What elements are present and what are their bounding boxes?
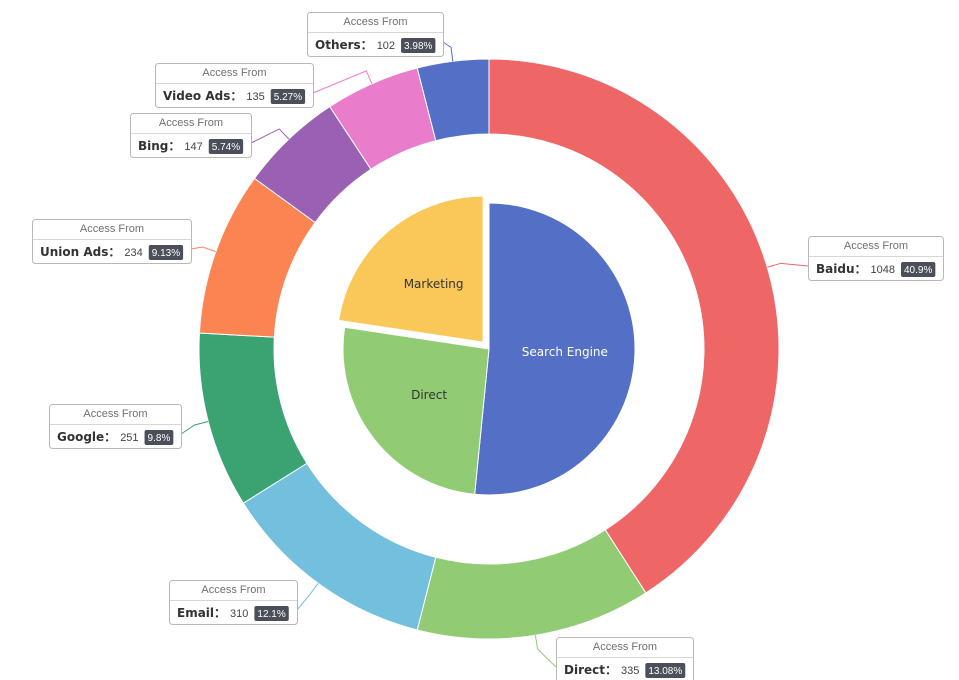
label-title: Access From: [593, 641, 657, 653]
label-percent: 5.27%: [274, 92, 302, 103]
label-lines: [180, 41, 809, 668]
outer-slice-direct[interactable]: [416, 529, 647, 640]
leader-line-google: [180, 420, 209, 435]
label-percent: 9.13%: [152, 248, 180, 259]
label-title: Access From: [159, 117, 223, 129]
label-direct: Access From Direct： 335 13.08%: [556, 637, 694, 680]
inner-label-direct: Direct: [411, 388, 447, 402]
inner-slice-direct[interactable]: [342, 326, 490, 495]
label-name: Video Ads：: [163, 89, 242, 103]
label-name: Union Ads：: [40, 245, 120, 259]
label-title: Access From: [844, 240, 908, 252]
label-title: Access From: [80, 223, 144, 235]
label-name: Google：: [57, 430, 116, 444]
label-value: 147: [184, 141, 202, 153]
outer-slice-others[interactable]: [416, 58, 490, 142]
outer-labels: Access From Baidu： 1048 40.9% Access From Dir…: [32, 12, 944, 680]
label-percent: 40.9%: [904, 265, 932, 276]
label-percent: 13.08%: [648, 666, 682, 677]
label-video-ads: Access From Video Ads： 135 5.27%: [155, 63, 314, 108]
label-percent-badge: [401, 38, 436, 53]
label-percent-badge: [254, 606, 289, 621]
label-title: Access From: [83, 408, 147, 420]
inner-pie: Search Engine Direct Marketing: [338, 195, 636, 496]
leader-line-direct: [534, 635, 557, 668]
label-name: Baidu：: [816, 262, 867, 276]
outer-ring: [198, 58, 780, 640]
leader-line-email: [296, 582, 319, 611]
label-percent-badge: [900, 262, 936, 277]
leader-line-union-ads: [190, 246, 216, 253]
label-percent: 9.8%: [148, 433, 171, 444]
inner-label-search-engine: Search Engine: [522, 345, 608, 359]
label-percent-badge: [270, 89, 306, 104]
label-percent: 3.98%: [404, 41, 432, 52]
label-title: Access From: [201, 584, 265, 596]
label-percent-badge: [148, 245, 184, 260]
label-value: 1048: [871, 264, 895, 276]
label-value: 234: [124, 247, 142, 259]
label-baidu: Access From Baidu： 1048 40.9%: [808, 236, 944, 281]
label-percent-badge: [144, 430, 174, 445]
label-union-ads: Access From Union Ads： 234 9.13%: [32, 219, 192, 264]
label-percent-badge: [208, 139, 244, 154]
label-title: Access From: [343, 16, 407, 28]
label-name: Email：: [177, 606, 226, 620]
label-bing: Access From Bing： 147 5.74%: [130, 113, 252, 158]
outer-slice-baidu[interactable]: [488, 58, 780, 594]
label-value: 135: [246, 91, 264, 103]
inner-slice-marketing[interactable]: [338, 195, 484, 343]
label-name: Others：: [315, 38, 373, 52]
leader-line-others: [442, 41, 454, 62]
label-email: Access From Email： 310 12.1%: [169, 580, 298, 625]
inner-slice-search-engine[interactable]: [474, 202, 636, 496]
label-percent: 12.1%: [257, 609, 285, 620]
label-value: 310: [230, 608, 248, 620]
label-name: Direct：: [564, 663, 617, 677]
label-percent-badge: [645, 663, 686, 678]
label-name: Bing：: [138, 139, 180, 153]
label-percent: 5.74%: [212, 142, 240, 153]
label-value: 251: [120, 432, 138, 444]
inner-label-marketing: Marketing: [404, 277, 464, 291]
label-value: 102: [377, 40, 395, 52]
label-title: Access From: [202, 67, 266, 79]
label-others: Access From Others： 102 3.98%: [307, 12, 444, 57]
leader-line-bing: [250, 128, 290, 144]
leader-line-video-ads: [312, 70, 373, 94]
leader-line-baidu: [767, 262, 809, 268]
label-value: 335: [621, 665, 639, 677]
label-google: Access From Google： 251 9.8%: [49, 404, 182, 449]
